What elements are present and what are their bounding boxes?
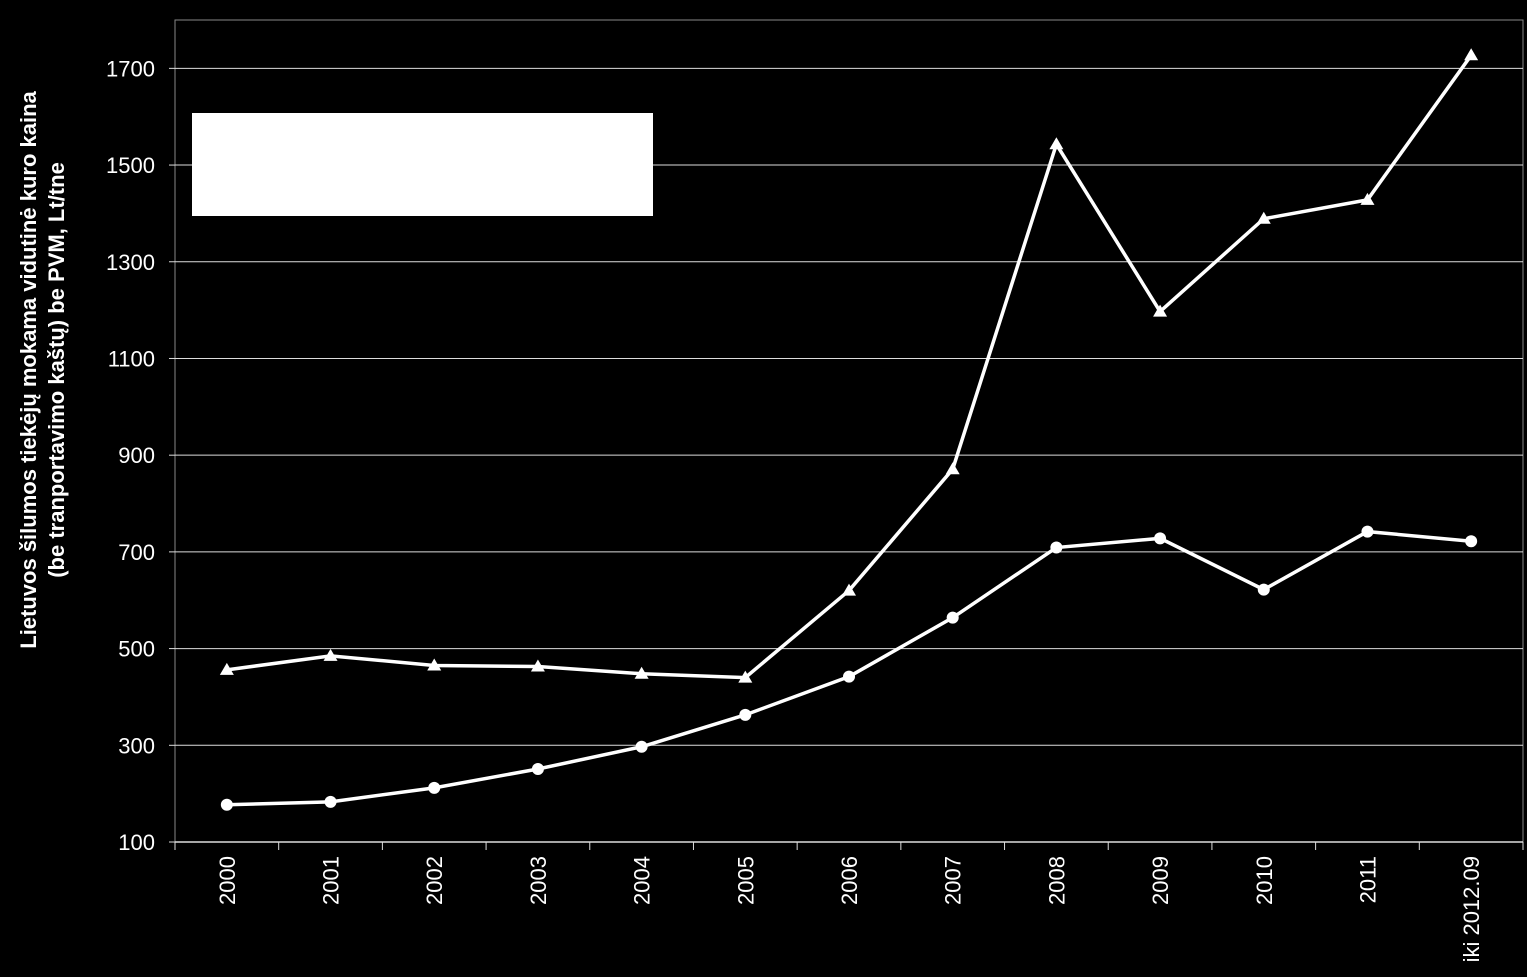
point-marker bbox=[1465, 535, 1478, 548]
point-marker bbox=[739, 708, 752, 721]
y-tick-label: 900 bbox=[118, 443, 155, 468]
y-tick-label: 1100 bbox=[108, 346, 155, 371]
point-marker bbox=[427, 658, 442, 671]
point-marker bbox=[635, 740, 648, 753]
y-tick-label: 1500 bbox=[106, 153, 155, 178]
point-marker bbox=[219, 662, 234, 675]
point-marker bbox=[323, 648, 338, 661]
point-marker bbox=[945, 462, 960, 475]
point-marker bbox=[842, 583, 856, 596]
x-tick-label: 2001 bbox=[319, 856, 344, 905]
point-marker bbox=[1050, 541, 1063, 554]
x-tick-label: 2006 bbox=[837, 856, 862, 905]
point-marker bbox=[530, 659, 545, 672]
y-tick-label: 300 bbox=[118, 733, 155, 758]
x-tick-label: 2008 bbox=[1044, 856, 1069, 905]
point-marker bbox=[324, 795, 337, 808]
point-marker bbox=[1153, 304, 1168, 317]
point-marker bbox=[1464, 48, 1479, 61]
point-marker bbox=[946, 611, 959, 624]
point-marker bbox=[1154, 532, 1167, 545]
x-tick-label: 2010 bbox=[1252, 856, 1277, 905]
x-tick-label: 2002 bbox=[422, 856, 447, 905]
x-tick-label: 2005 bbox=[733, 856, 758, 905]
x-tick-label: 2009 bbox=[1148, 856, 1173, 905]
y-tick-label: 100 bbox=[118, 830, 155, 855]
x-tick-label: iki 2012.09 bbox=[1459, 856, 1484, 962]
y-tick-label: 1700 bbox=[106, 56, 155, 81]
y-axis-label: (be tranportavimo kaštų) be PVM, Lt/tne bbox=[44, 162, 69, 578]
legend-cover bbox=[192, 113, 653, 216]
point-marker bbox=[1049, 137, 1064, 150]
x-tick-label: 2007 bbox=[941, 856, 966, 905]
x-tick-label: 2011 bbox=[1355, 856, 1380, 903]
x-tick-label: 2003 bbox=[526, 856, 551, 905]
point-marker bbox=[738, 670, 753, 683]
x-tick-label: 2000 bbox=[215, 856, 240, 905]
point-marker bbox=[1256, 211, 1271, 224]
point-marker bbox=[531, 762, 544, 775]
y-tick-label: 500 bbox=[118, 637, 155, 662]
point-marker bbox=[220, 798, 233, 811]
point-marker bbox=[1361, 525, 1374, 538]
point-marker bbox=[428, 781, 441, 794]
y-axis-label: Lietuvos šilumos tiekėjų mokama vidutinė… bbox=[16, 90, 41, 648]
y-tick-label: 700 bbox=[118, 540, 155, 565]
point-marker bbox=[634, 666, 649, 679]
point-marker bbox=[1257, 583, 1270, 596]
point-marker bbox=[843, 670, 855, 683]
point-marker bbox=[1360, 192, 1375, 205]
y-tick-label: 1300 bbox=[106, 250, 155, 275]
x-tick-label: 2004 bbox=[630, 856, 655, 905]
